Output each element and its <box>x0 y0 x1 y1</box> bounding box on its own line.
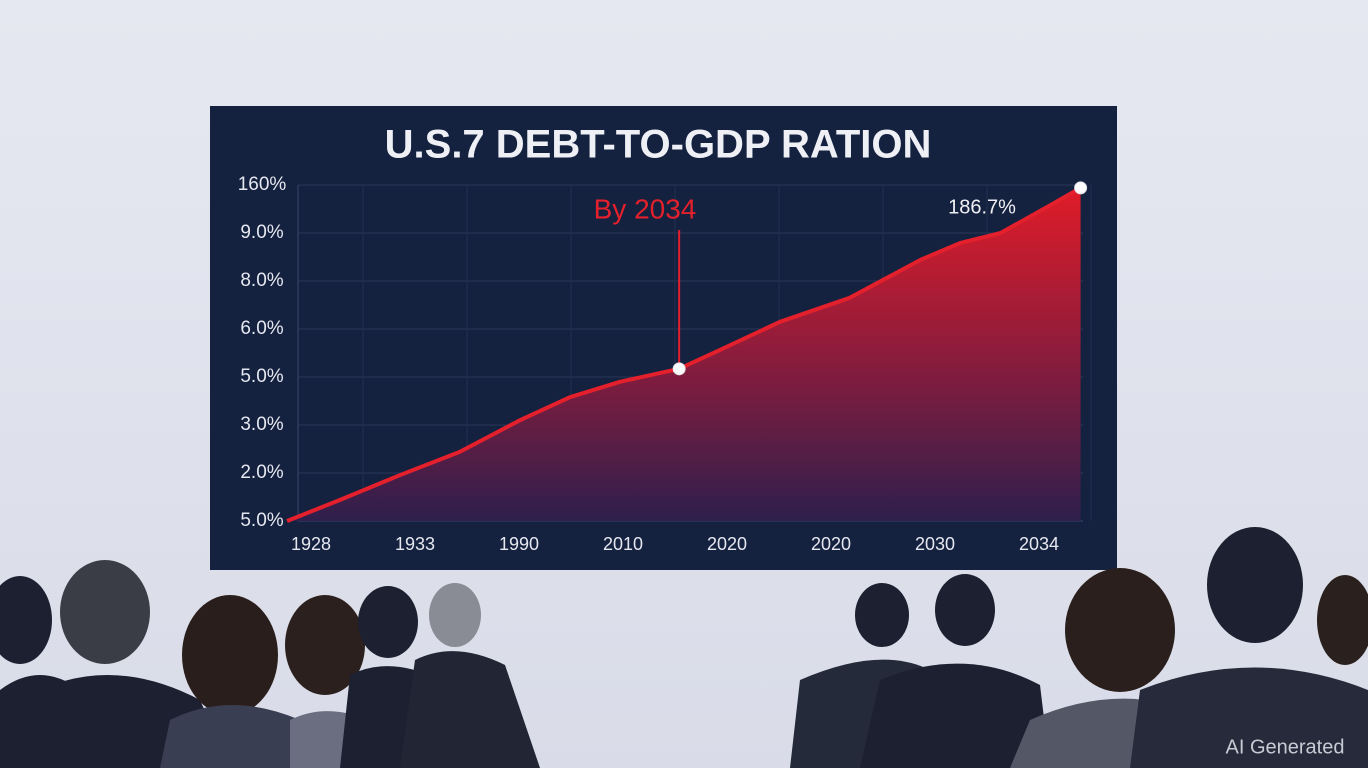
y-tick-label: 9.0% <box>240 222 283 243</box>
annotation: By 2034 <box>594 193 697 224</box>
y-tick-label: 160% <box>238 174 287 195</box>
audience <box>0 527 1368 768</box>
plot: 5.0% 2.0% 3.0% 5.0% 6.0% 8.0% 9.0% 160% 1928 1933… <box>238 174 1092 554</box>
body <box>400 651 540 768</box>
head <box>182 595 278 715</box>
marker <box>672 362 686 376</box>
x-tick-label: 2030 <box>915 534 955 554</box>
marker <box>1074 181 1088 195</box>
head <box>285 595 365 695</box>
head <box>1065 568 1175 692</box>
y-tick-label: 8.0% <box>240 270 283 291</box>
x-tick-label: 1933 <box>395 534 435 554</box>
annotation: 186.7% <box>948 196 1016 218</box>
head <box>1317 575 1368 665</box>
body <box>860 663 1050 768</box>
x-tick-label: 2020 <box>811 534 851 554</box>
y-tick-label: 5.0% <box>240 366 283 387</box>
chart-title: U.S.7 DEBT-TO-GDP RATION <box>385 123 932 167</box>
x-tick-label: 1990 <box>499 534 539 554</box>
head <box>1207 527 1303 643</box>
y-tick-label: 5.0% <box>240 510 283 531</box>
watermark: AI Generated <box>1226 736 1345 758</box>
area <box>287 187 1081 521</box>
y-tick-label: 2.0% <box>240 462 283 483</box>
head <box>935 574 995 646</box>
x-tick-label: 2020 <box>707 534 747 554</box>
body <box>1130 667 1368 768</box>
head <box>0 576 52 664</box>
head <box>429 583 481 647</box>
body <box>160 705 320 768</box>
x-tick-label: 2034 <box>1019 534 1059 554</box>
head <box>855 583 909 647</box>
x-tick-label: 2010 <box>603 534 643 554</box>
y-tick-label: 6.0% <box>240 318 283 339</box>
line <box>286 186 1082 523</box>
y-tick-label: 3.0% <box>240 414 283 435</box>
head <box>60 560 150 664</box>
head <box>358 586 418 658</box>
x-tick-label: 1928 <box>291 534 331 554</box>
